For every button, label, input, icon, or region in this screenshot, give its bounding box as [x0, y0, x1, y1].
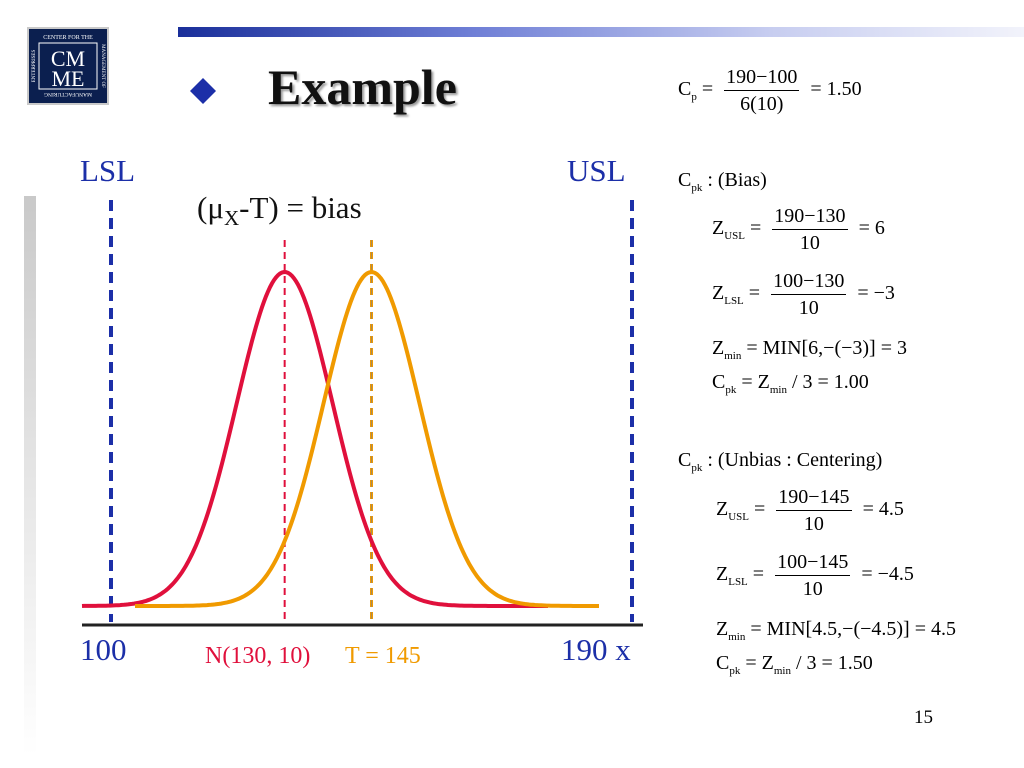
unbias-cpk-equation: Cpk = Zmin / 3 = 1.50 [716, 652, 873, 677]
x-min-label: 100 [80, 632, 127, 667]
header-gradient-bar [178, 27, 1024, 37]
cp-equation: Cp = 190−100 6(10) = 1.50 [678, 66, 862, 115]
logo-left-text: ENTERPRISES [32, 50, 37, 83]
cpk-unbias-heading: Cpk : (Unbias : Centering) [678, 449, 883, 474]
bias-label: (μX-T) = bias [197, 190, 362, 231]
left-gradient-bar [24, 196, 36, 756]
logo-line1: CM [51, 46, 85, 71]
distribution-chart [81, 200, 643, 627]
cmme-logo: CENTER FOR THE CM ME MANUFACTURING ENTER… [27, 27, 109, 105]
cpk-bias-heading: Cpk : (Bias) [678, 169, 767, 194]
target-curve [135, 269, 599, 608]
unbias-z-lsl-equation: ZLSL = 100−145 10 = −4.5 [716, 551, 914, 600]
logo-right-text: MANAGEMENT OF [100, 44, 105, 88]
mean-distribution-label: N(130, 10) [205, 643, 311, 669]
mean-curve [81, 269, 548, 608]
diamond-bullet-icon [190, 78, 216, 104]
target-label: T = 145 [345, 643, 421, 669]
logo-line2: ME [52, 66, 85, 91]
bias-cpk-equation: Cpk = Zmin / 3 = 1.00 [712, 371, 869, 396]
bias-z-lsl-equation: ZLSL = 100−130 10 = −3 [712, 270, 895, 319]
usl-label: USL [567, 153, 626, 188]
page-number: 15 [914, 707, 933, 728]
unbias-z-min-equation: Zmin = MIN[4.5,−(−4.5)] = 4.5 [716, 618, 956, 643]
logo-top-text: CENTER FOR THE [43, 35, 93, 41]
bias-z-min-equation: Zmin = MIN[6,−(−3)] = 3 [712, 337, 907, 362]
lsl-label: LSL [80, 153, 136, 188]
bias-z-usl-equation: ZUSL = 190−130 10 = 6 [712, 205, 885, 254]
logo-bottom-text: MANUFACTURING [44, 91, 92, 97]
unbias-z-usl-equation: ZUSL = 190−145 10 = 4.5 [716, 486, 904, 535]
slide-title: Example [268, 59, 457, 115]
x-max-label: 190 x [561, 632, 631, 667]
